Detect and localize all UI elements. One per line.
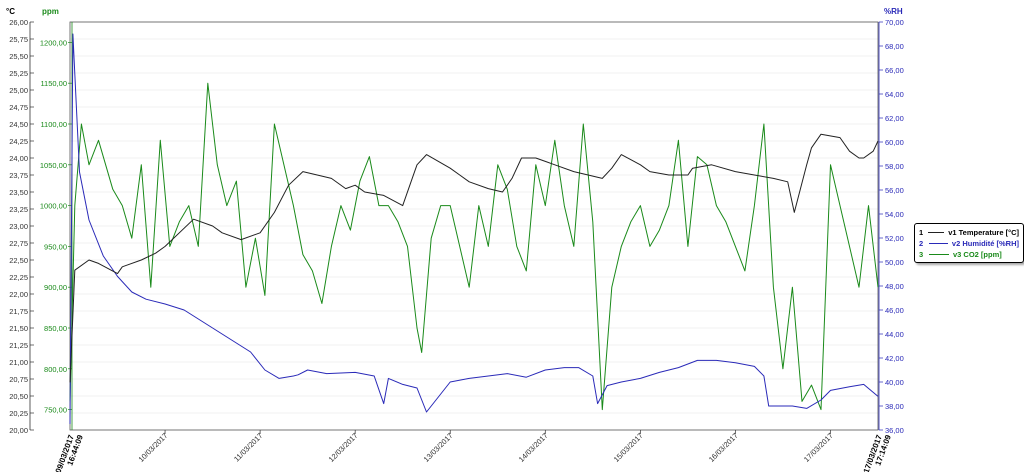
- temperature-tick-label: 23,00: [9, 222, 28, 231]
- temperature-tick-label: 25,75: [9, 35, 28, 44]
- temperature-tick-label: 25,00: [9, 86, 28, 95]
- legend-label: v2 Humidité [%RH]: [951, 239, 1019, 248]
- humidity-tick-label: 68,00: [885, 42, 904, 51]
- temperature-tick-label: 20,00: [9, 426, 28, 435]
- humidity-tick-label: 58,00: [885, 162, 904, 171]
- legend-index: 3: [919, 250, 924, 259]
- temperature-tick-label: 22,75: [9, 239, 28, 248]
- humidity-tick-label: 36,00: [885, 426, 904, 435]
- temperature-tick-label: 23,75: [9, 171, 28, 180]
- x-tick-label: 10/03/2017: [137, 431, 170, 464]
- legend-item-co2: 3 v3 CO2 [ppm]: [919, 249, 1019, 260]
- humidity-tick-label: 50,00: [885, 258, 904, 267]
- humidity-tick-label: 54,00: [885, 210, 904, 219]
- humidity-tick-label: 42,00: [885, 354, 904, 363]
- co2-tick-label: 800,00: [44, 365, 67, 374]
- temperature-tick-label: 26,00: [9, 18, 28, 27]
- legend-index: 1: [919, 228, 924, 237]
- x-tick-label: 13/03/2017: [422, 431, 455, 464]
- humidity-series-line: [69, 33, 879, 425]
- temperature-tick-label: 25,50: [9, 52, 28, 61]
- legend-label: v1 Temperature [°C]: [948, 228, 1019, 237]
- x-tick-label: 17/03/2017: [802, 431, 835, 464]
- legend-swatch: [928, 243, 948, 244]
- humidity-axis-unit: %RH: [884, 7, 903, 16]
- co2-axis-unit: ppm: [42, 7, 59, 16]
- temperature-tick-label: 20,50: [9, 392, 28, 401]
- legend-label: v3 CO2 [ppm]: [953, 250, 1002, 259]
- legend-swatch: [927, 232, 945, 233]
- x-tick-label: 12/03/2017: [327, 431, 360, 464]
- co2-tick-label: 900,00: [44, 283, 67, 292]
- temperature-axis-unit: °C: [6, 7, 15, 16]
- x-tick-label: 11/03/2017: [232, 431, 265, 464]
- humidity-tick-label: 52,00: [885, 234, 904, 243]
- temperature-tick-label: 22,00: [9, 290, 28, 299]
- x-tick-label: 16/03/2017: [707, 431, 740, 464]
- temperature-tick-label: 23,25: [9, 205, 28, 214]
- temperature-tick-label: 22,25: [9, 273, 28, 282]
- legend-item-temperature: 1 v1 Temperature [°C]: [919, 227, 1019, 238]
- temperature-tick-label: 24,00: [9, 154, 28, 163]
- co2-tick-label: 850,00: [44, 324, 67, 333]
- temperature-tick-label: 21,25: [9, 341, 28, 350]
- temperature-tick-label: 24,25: [9, 137, 28, 146]
- co2-tick-label: 750,00: [44, 406, 67, 415]
- x-tick-label: 14/03/2017: [517, 431, 550, 464]
- co2-tick-label: 1050,00: [40, 161, 67, 170]
- temperature-series-line: [69, 133, 879, 383]
- humidity-tick-label: 46,00: [885, 306, 904, 315]
- humidity-tick-label: 56,00: [885, 186, 904, 195]
- temperature-tick-label: 25,25: [9, 69, 28, 78]
- co2-tick-label: 950,00: [44, 242, 67, 251]
- legend-item-humidity: 2 v2 Humidité [%RH]: [919, 238, 1019, 249]
- co2-series-line: [69, 82, 879, 411]
- humidity-tick-label: 48,00: [885, 282, 904, 291]
- co2-tick-label: 1150,00: [40, 79, 67, 88]
- humidity-tick-label: 64,00: [885, 90, 904, 99]
- plot-frame: [69, 21, 879, 431]
- temperature-tick-label: 23,50: [9, 188, 28, 197]
- co2-tick-label: 1200,00: [40, 38, 67, 47]
- humidity-tick-label: 44,00: [885, 330, 904, 339]
- temperature-tick-label: 22,50: [9, 256, 28, 265]
- legend: 1 v1 Temperature [°C] 2 v2 Humidité [%RH…: [914, 223, 1024, 263]
- humidity-tick-label: 40,00: [885, 378, 904, 387]
- temperature-tick-label: 24,50: [9, 120, 28, 129]
- humidity-tick-label: 38,00: [885, 402, 904, 411]
- humidity-tick-label: 60,00: [885, 138, 904, 147]
- temperature-tick-label: 20,75: [9, 375, 28, 384]
- x-tick-label: 15/03/2017: [612, 431, 645, 464]
- temperature-tick-label: 21,00: [9, 358, 28, 367]
- temperature-tick-label: 24,75: [9, 103, 28, 112]
- co2-tick-label: 1100,00: [40, 120, 67, 129]
- co2-tick-label: 1000,00: [40, 202, 67, 211]
- temperature-tick-label: 21,75: [9, 307, 28, 316]
- humidity-tick-label: 70,00: [885, 18, 904, 27]
- temperature-tick-label: 21,50: [9, 324, 28, 333]
- humidity-tick-label: 62,00: [885, 114, 904, 123]
- humidity-tick-label: 66,00: [885, 66, 904, 75]
- temperature-tick-label: 20,25: [9, 409, 28, 418]
- legend-swatch: [929, 254, 949, 255]
- legend-index: 2: [919, 239, 924, 248]
